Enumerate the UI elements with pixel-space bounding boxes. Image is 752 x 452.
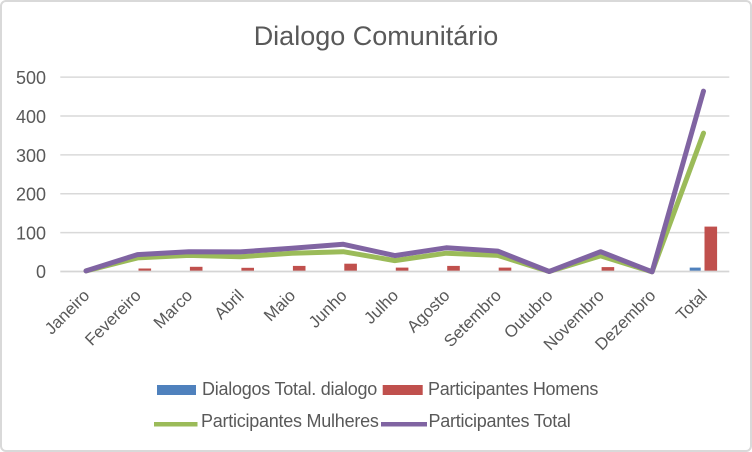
- svg-text:Dialogo Comunitário: Dialogo Comunitário: [254, 21, 499, 51]
- svg-text:Dialogos Total. dialogo: Dialogos Total. dialogo: [202, 379, 377, 399]
- svg-text:300: 300: [16, 146, 46, 166]
- svg-text:Participantes Total: Participantes Total: [429, 411, 571, 431]
- svg-text:Participantes Mulheres: Participantes Mulheres: [201, 411, 379, 431]
- svg-text:0: 0: [36, 262, 46, 282]
- svg-text:400: 400: [16, 107, 46, 127]
- svg-text:200: 200: [16, 185, 46, 205]
- svg-text:500: 500: [16, 68, 46, 88]
- svg-text:Participantes Homens: Participantes Homens: [428, 379, 598, 399]
- svg-text:100: 100: [16, 224, 46, 244]
